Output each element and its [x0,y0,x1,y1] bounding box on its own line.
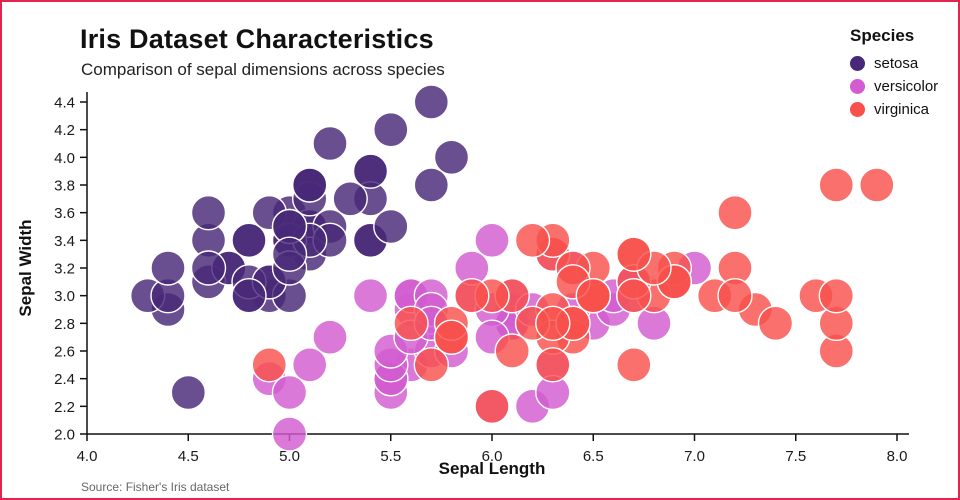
y-tick-label: 4.0 [54,150,75,167]
y-tick-label: 3.8 [54,178,75,195]
data-point-virginica [474,388,510,424]
data-point-setosa [231,222,267,259]
data-point-versicolor [312,319,348,355]
x-tick-label: 6.0 [482,448,503,465]
y-tick-label: 2.2 [54,399,75,416]
legend-item-virginica: virginica [850,101,938,118]
legend-label-versicolor: versicolor [874,78,939,95]
data-point-setosa [190,250,227,286]
x-tick-label: 6.5 [583,448,604,465]
x-tick-label: 4.5 [178,448,199,465]
y-tick-label: 2.4 [54,371,75,388]
data-point-setosa [373,112,409,148]
data-point-setosa [292,167,328,203]
data-point-versicolor [271,374,308,411]
x-axis-label: Sepal Length [438,459,546,478]
data-point-setosa [352,153,389,189]
data-point-virginica [717,194,753,231]
data-point-virginica [757,305,794,342]
data-point-virginica [535,305,571,342]
x-tick-label: 5.5 [380,448,401,465]
x-tick-label: 5.0 [279,448,300,465]
y-tick-label: 3.6 [54,205,75,222]
data-point-versicolor [292,347,328,383]
legend-item-setosa: setosa [850,55,938,72]
data-point-setosa [413,167,449,203]
data-point-virginica [616,277,652,314]
data-point-setosa [271,236,308,272]
y-tick-label: 3.2 [54,261,75,278]
y-tick-label: 3.4 [54,233,75,250]
y-tick-label: 4.2 [54,122,75,139]
data-point-setosa [373,208,409,245]
data-point-virginica [575,277,611,314]
legend-label-virginica: virginica [874,101,930,118]
data-point-setosa [413,84,449,120]
x-tick-label: 8.0 [887,448,908,465]
source-note: Source: Fisher's Iris dataset [81,480,230,494]
data-point-virginica [251,347,287,383]
data-point-virginica [717,277,753,314]
scatter-plot: 4.0 4.5 5.0 5.5 6.0 6.5 7.0 7.5 8.0 2.0 2.2 2.4 2.6 2… [54,84,909,465]
data-point-virginica [454,277,490,314]
data-point-virginica [818,167,854,203]
data-point-virginica [535,347,571,383]
data-point-setosa [433,139,470,176]
y-tick-label: 3.0 [54,288,75,305]
data-point-setosa [190,194,227,231]
data-point-setosa [332,181,368,217]
y-axis-label: Sepal Width [16,219,35,317]
y-tick-label: 2.6 [54,344,75,361]
chart-title: Iris Dataset Characteristics [80,24,434,54]
data-point-virginica [859,167,895,203]
chart-subtitle: Comparison of sepal dimensions across sp… [81,60,445,79]
legend-title: Species [850,26,915,45]
data-point-virginica [413,347,449,383]
legend-item-versicolor: versicolor [850,78,938,95]
data-point-setosa [231,277,267,314]
legend-swatch [850,102,865,117]
data-point-versicolor [352,277,389,314]
data-point-versicolor [474,222,510,259]
data-point-virginica [616,347,652,383]
data-point-virginica [494,333,530,369]
y-tick-label: 2.8 [54,316,75,333]
data-point-virginica [818,277,854,314]
x-tick-label: 7.0 [684,448,705,465]
data-point-virginica [616,236,652,272]
legend-swatch [850,56,865,71]
data-point-virginica [433,319,470,355]
y-tick-label: 4.4 [54,95,75,112]
legend-label-setosa: setosa [874,55,919,72]
x-tick-label: 4.0 [77,448,98,465]
legend-swatch [850,79,865,94]
data-point-versicolor [271,416,308,452]
data-point-setosa [150,250,186,286]
x-tick-label: 7.5 [785,448,806,465]
data-point-virginica [393,305,429,342]
y-tick-label: 2.0 [54,427,75,444]
legend: Species setosa versicolor virginica [850,26,938,124]
data-point-setosa [312,125,348,162]
data-point-setosa [170,374,207,411]
data-point-virginica [514,222,551,259]
